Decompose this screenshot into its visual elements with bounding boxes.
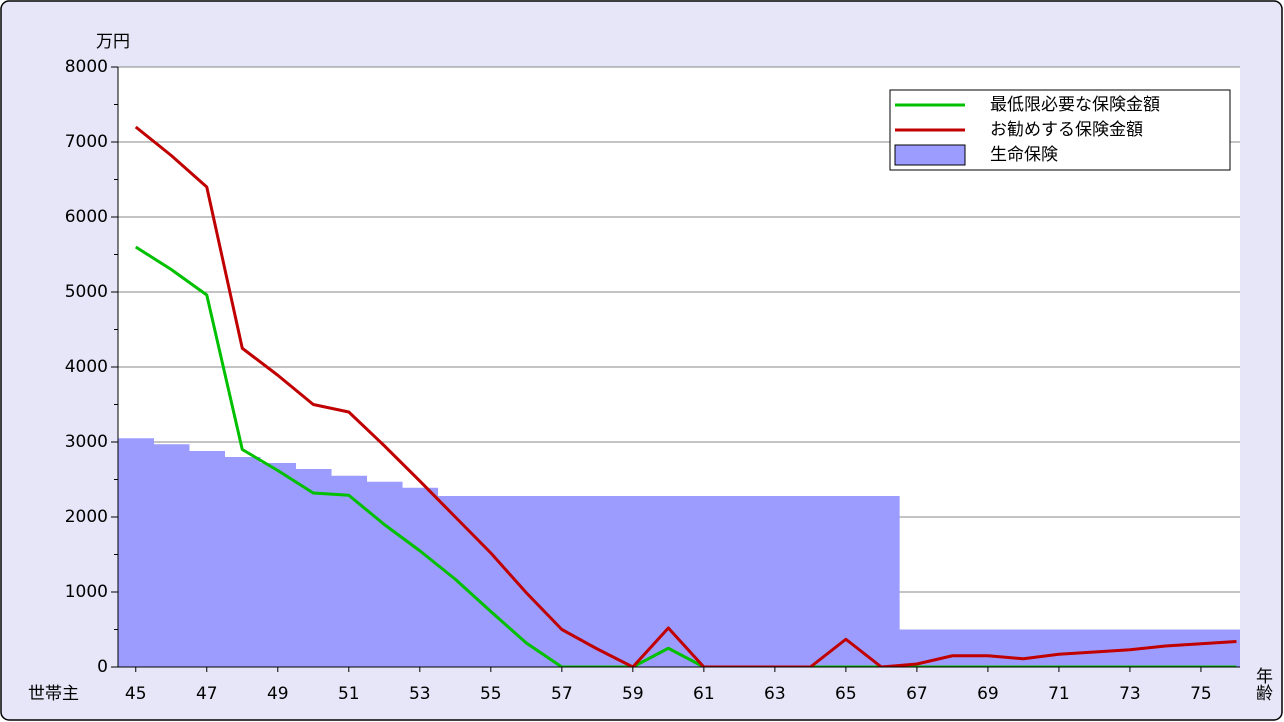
bar [1041,629,1078,667]
x-tick-label: 63 [764,684,786,704]
x-tick-label: 65 [835,684,857,704]
bar [828,496,865,667]
x-tick-label: 75 [1190,684,1212,704]
y-tick-label: 1000 [65,582,108,602]
bar [402,487,439,667]
legend-label: 生命保険 [990,145,1058,165]
bar [1183,629,1220,667]
x-tick-label: 71 [1048,684,1070,704]
y-tick-label: 4000 [65,357,108,377]
bar [295,469,332,667]
bar [863,496,900,667]
line [134,125,1237,667]
y-tick-label: 5000 [65,282,108,302]
x-tick-label: 53 [409,684,431,704]
bar [189,451,226,667]
bar [1218,629,1240,667]
bar [118,438,155,667]
bar [1076,629,1113,667]
bar [970,629,1007,667]
x-tick-label: 57 [551,684,573,704]
bar [721,496,758,667]
bar [153,444,190,667]
bar [686,496,723,667]
lines [134,125,1237,667]
y-tick-label: 8000 [65,57,108,77]
y-tick-label: 6000 [65,207,108,227]
x-tick-label: 59 [622,684,644,704]
bar [1005,629,1042,667]
bar [792,496,829,667]
legend-label: 最低限必要な保険金額 [990,95,1160,115]
bars [118,438,1240,667]
bar [473,496,510,667]
bar [757,496,794,667]
bar [366,481,403,667]
x-tick-label: 61 [693,684,715,704]
y-tick-label: 7000 [65,132,108,152]
y-tick-label: 3000 [65,432,108,452]
x-tick-label: 67 [906,684,928,704]
bar [224,457,261,667]
y-tick-label: 2000 [65,507,108,527]
x-tick-label: 47 [196,684,218,704]
axes: 0 1000 2000 3000 4000 5000 6000 7000 8000 45 47 49 5… [65,57,1240,704]
x-unit: 年齢 [1252,667,1273,701]
x-tick-label: 69 [977,684,999,704]
legend-swatch [894,144,966,166]
bar [260,463,297,667]
bar [331,475,368,667]
x-tick-label: 73 [1119,684,1141,704]
bar [615,496,652,667]
x-tick-label: 51 [338,684,360,704]
y-tick-label: 0 [97,657,108,677]
y-axis-label: 万円 [96,32,130,52]
x-tick-label: 55 [480,684,502,704]
legend-label: お勧めする保険金額 [990,120,1143,140]
bar [650,496,687,667]
x-tick-label: 49 [267,684,289,704]
line [134,245,1237,667]
bar [579,496,616,667]
x-axis-label: 世帯主 [28,684,79,704]
x-tick-label: 45 [125,684,147,704]
bar [934,629,971,667]
bar [544,496,581,667]
